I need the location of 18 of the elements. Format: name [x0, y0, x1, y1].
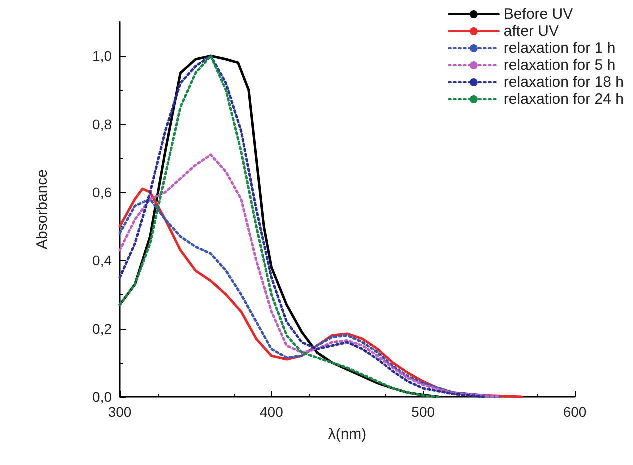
y-tick-label: 1,0	[92, 48, 112, 64]
y-tick-label: 0,2	[92, 320, 112, 337]
x-tick-label: 500	[412, 404, 436, 420]
legend-label: relaxation for 1 h	[504, 40, 616, 57]
x-tick-label: 300	[108, 404, 132, 420]
x-tick-label: 600	[563, 404, 587, 420]
x-tick-label: 400	[260, 404, 284, 420]
legend-label: Before UV	[504, 6, 574, 23]
legend-label: relaxation for 18 h	[504, 74, 624, 91]
legend-label: relaxation for 24 h	[504, 91, 624, 108]
y-tick-label: 0,4	[92, 252, 112, 269]
x-axis-title: λ(nm)	[328, 426, 367, 443]
legend-label: after UV	[504, 23, 559, 40]
legend-label: relaxation for 5 h	[504, 57, 616, 74]
y-tick-label: 0,0	[92, 389, 112, 405]
y-tick-label: 0,6	[92, 184, 112, 200]
y-axis-title: Absorbance	[34, 169, 51, 250]
y-tick-label: 0,8	[92, 116, 112, 132]
